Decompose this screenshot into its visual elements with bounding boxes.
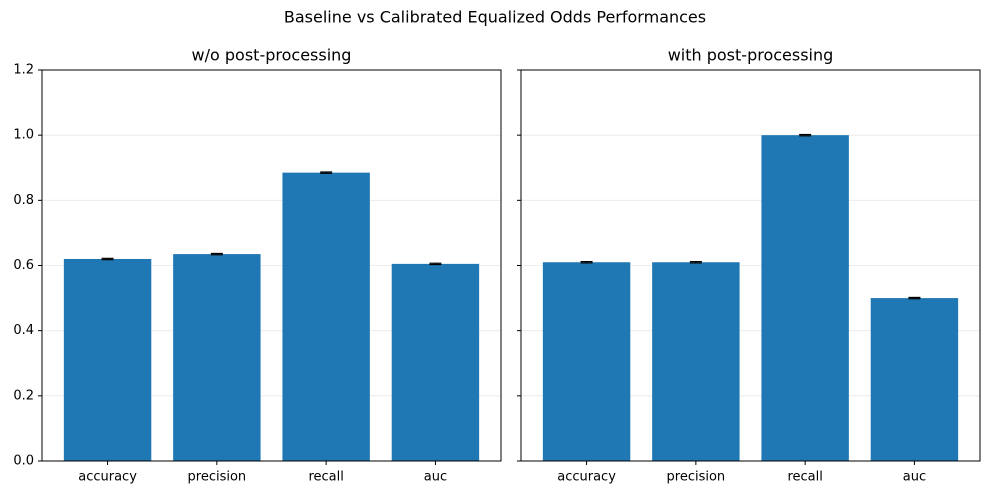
x-tick-label: precision — [667, 470, 726, 485]
figure-title: Baseline vs Calibrated Equalized Odds Pe… — [284, 8, 706, 27]
subplot-title: w/o post-processing — [192, 46, 352, 65]
bar — [63, 258, 152, 461]
x-tick-label: auc — [424, 470, 447, 485]
y-tick-label: 0.8 — [13, 193, 34, 208]
x-tick-label: recall — [787, 470, 822, 485]
y-tick-label: 0.0 — [13, 454, 34, 469]
y-tick-label: 0.2 — [13, 388, 34, 403]
bar — [282, 172, 370, 461]
bar — [391, 263, 480, 461]
y-tick-label: 0.6 — [13, 258, 34, 273]
axes-frame — [41, 69, 502, 462]
bar — [761, 135, 849, 461]
x-tick-label: recall — [308, 470, 343, 485]
axes-frame — [520, 69, 981, 462]
y-tick-label: 0.4 — [13, 323, 34, 338]
bar — [542, 262, 631, 461]
x-tick-label: auc — [903, 470, 926, 485]
x-tick-label: precision — [188, 470, 247, 485]
x-tick-label: accuracy — [78, 470, 137, 485]
x-tick-label: accuracy — [557, 470, 616, 485]
subplot-title: with post-processing — [668, 46, 834, 65]
bar — [173, 254, 261, 461]
y-tick-label: 1.0 — [13, 128, 34, 143]
bar — [652, 262, 740, 461]
y-tick-label: 1.2 — [13, 63, 34, 78]
bar — [870, 298, 959, 461]
